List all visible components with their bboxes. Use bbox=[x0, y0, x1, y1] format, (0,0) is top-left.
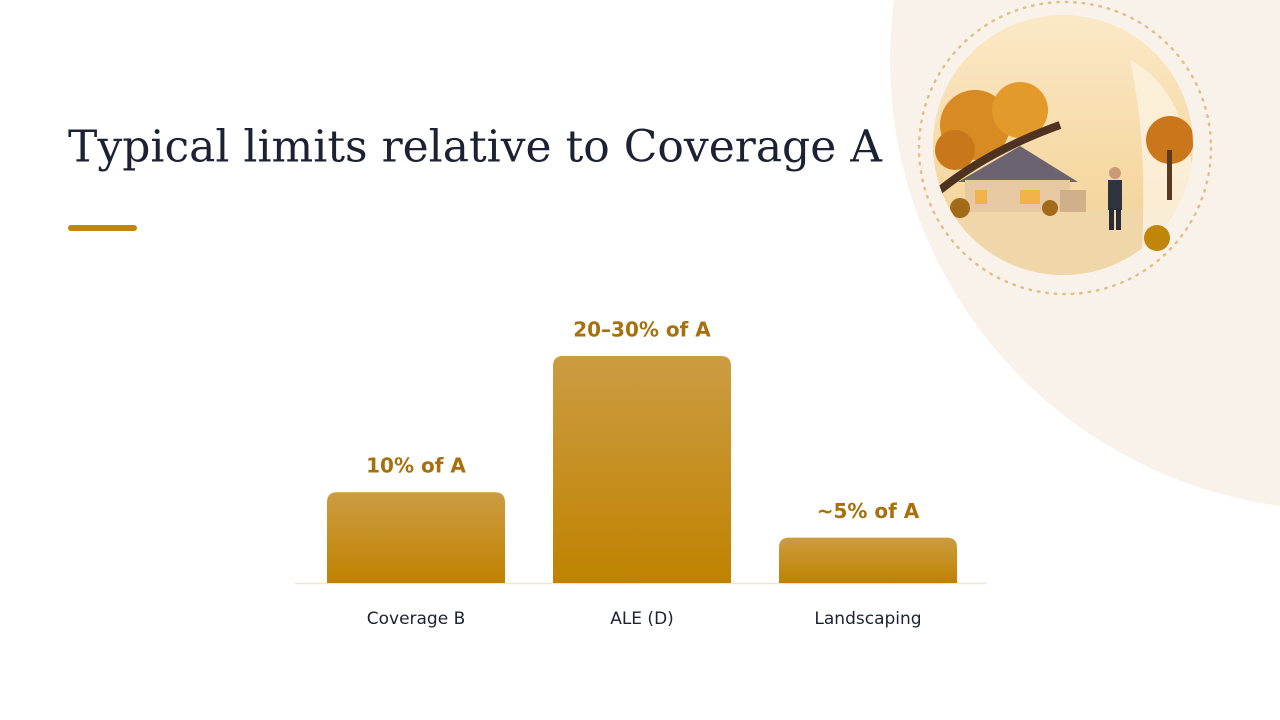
value-label: 10% of A bbox=[366, 454, 466, 478]
bar bbox=[779, 537, 957, 583]
bar bbox=[553, 356, 731, 583]
value-label: ~5% of A bbox=[817, 499, 920, 523]
accent-dot bbox=[1144, 225, 1170, 251]
slide-title: Typical limits relative to Coverage A bbox=[68, 122, 883, 173]
x-tick-label: Coverage B bbox=[367, 609, 466, 629]
x-tick-label: ALE (D) bbox=[610, 609, 674, 629]
bar bbox=[327, 492, 505, 583]
x-tick-label: Landscaping bbox=[814, 609, 921, 629]
title-accent bbox=[68, 225, 137, 231]
value-label: 20–30% of A bbox=[573, 318, 711, 342]
dotted-ring bbox=[917, 0, 1213, 296]
